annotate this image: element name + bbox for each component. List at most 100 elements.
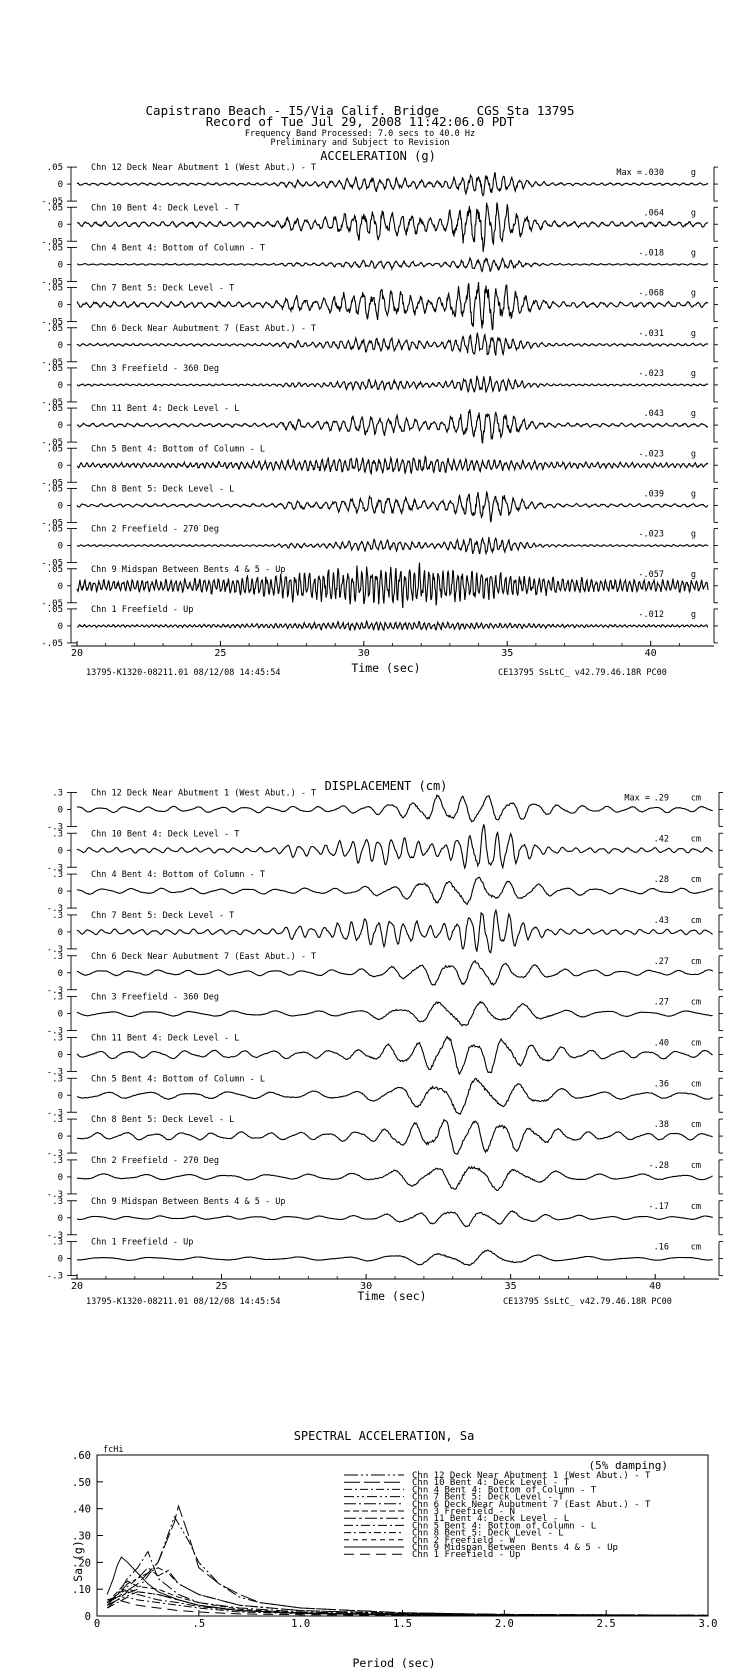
y-tick-label-bottom: -.3 bbox=[47, 986, 63, 996]
y-tick-label-top: .3 bbox=[52, 870, 63, 880]
peak-unit: cm bbox=[691, 1120, 701, 1130]
sa-x-tick-label: 2.5 bbox=[597, 1618, 616, 1630]
channel-trace bbox=[76, 256, 709, 273]
channel-label: Chn 4 Bent 4: Bottom of Column - T bbox=[91, 870, 265, 880]
y-tick-label-zero: 0 bbox=[58, 1255, 63, 1265]
sa-x-tick-label: 1.0 bbox=[291, 1618, 310, 1630]
channel-trace bbox=[76, 202, 709, 252]
channel-trace bbox=[76, 1249, 713, 1267]
peak-value: -.018 bbox=[638, 248, 664, 258]
y-tick-label-bottom: -.05 bbox=[41, 518, 63, 528]
y-tick-label-bottom: -.05 bbox=[41, 358, 63, 368]
channel-label: Chn 2 Freefield - 270 Deg bbox=[91, 1156, 219, 1166]
peak-unit: g bbox=[691, 208, 696, 218]
displacement-xlabel: Time (sec) bbox=[357, 1289, 426, 1303]
y-tick-label-top: .3 bbox=[52, 993, 63, 1003]
peak-unit: cm bbox=[691, 957, 701, 967]
channel-trace bbox=[77, 619, 709, 632]
legend-entry-label: Chn 5 Bent 4: Bottom of Column - L bbox=[412, 1521, 596, 1531]
y-tick-label-zero: 0 bbox=[58, 1173, 63, 1183]
peak-value: .064 bbox=[644, 208, 664, 218]
displacement-title: DISPLACEMENT (cm) bbox=[325, 779, 448, 793]
legend-entry-label: Chn 2 Freefield - W bbox=[412, 1536, 516, 1546]
y-tick-label-top: .05 bbox=[47, 525, 63, 535]
channel-label: Chn 12 Deck Near Abutment 1 (West Abut.)… bbox=[91, 788, 316, 798]
y-tick-label-bottom: -.05 bbox=[41, 438, 63, 448]
y-tick-label-bottom: -.05 bbox=[41, 559, 63, 569]
max-label: Max = bbox=[616, 168, 642, 178]
peak-value: .42 bbox=[654, 834, 669, 844]
trace-channel-8: .05 0 -.05 Chn 5 Bent 4: Bottom of Column -… bbox=[41, 444, 718, 488]
peak-value: .27 bbox=[654, 957, 669, 967]
y-tick-label-top: .05 bbox=[47, 284, 63, 294]
y-tick-label-top: .05 bbox=[47, 444, 63, 454]
time-tick-label: 25 bbox=[216, 1281, 228, 1292]
time-tick-label: 30 bbox=[360, 1281, 372, 1292]
y-tick-label-bottom: -.3 bbox=[47, 1149, 63, 1159]
legend-entry-label: Chn 7 Bent 5: Deck Level - T bbox=[412, 1493, 564, 1503]
y-tick-label-bottom: -.3 bbox=[47, 1027, 63, 1037]
displacement-panel: DISPLACEMENT (cm) .3 0 -.3 Chn 12 Deck Near… bbox=[47, 779, 723, 1292]
peak-value: -.023 bbox=[638, 530, 664, 540]
y-tick-label-bottom: -.3 bbox=[47, 1272, 63, 1282]
y-tick-label-zero: 0 bbox=[58, 928, 63, 938]
y-tick-label-zero: 0 bbox=[58, 461, 63, 471]
peak-value: .36 bbox=[654, 1079, 669, 1089]
sa-x-tick-label: 3.0 bbox=[699, 1618, 718, 1630]
peak-unit: cm bbox=[691, 834, 701, 844]
sa-y-tick-label: .40 bbox=[72, 1504, 91, 1516]
channel-label: Chn 3 Freefield - 360 Deg bbox=[91, 993, 219, 1003]
y-tick-label-top: .3 bbox=[52, 952, 63, 962]
channel-label: Chn 3 Freefield - 360 Deg bbox=[91, 364, 219, 374]
channel-trace bbox=[77, 536, 709, 556]
time-axis: 20 25 30 35 40 bbox=[71, 1274, 719, 1292]
acceleration-xlabel: Time (sec) bbox=[351, 661, 420, 675]
y-tick-label-top: .3 bbox=[52, 829, 63, 839]
channel-trace bbox=[76, 172, 709, 197]
peak-value: .40 bbox=[654, 1038, 669, 1048]
time-tick-label: 25 bbox=[214, 648, 226, 659]
y-tick-label-zero: 0 bbox=[58, 1091, 63, 1101]
peak-unit: g bbox=[691, 409, 696, 419]
channel-label: Chn 1 Freefield - Up bbox=[91, 605, 193, 615]
y-tick-label-top: .05 bbox=[47, 484, 63, 494]
y-tick-label-zero: 0 bbox=[58, 301, 63, 311]
channel-label: Chn 2 Freefield - 270 Deg bbox=[91, 525, 219, 535]
peak-unit: cm bbox=[691, 1161, 701, 1171]
trace-channel-7: .3 0 -.3 Chn 11 Bent 4: Deck Level - L .40 cm bbox=[47, 1033, 723, 1077]
trace-channel-2: .05 0 -.05 Chn 10 Bent 4: Deck Level - T .06… bbox=[41, 202, 718, 252]
trace-channel-2: .3 0 -.3 Chn 10 Bent 4: Deck Level - T .42 cm bbox=[47, 824, 723, 873]
trace-channel-3: .05 0 -.05 Chn 4 Bent 4: Bottom of Column -… bbox=[41, 243, 718, 287]
sa-y-tick-label: .50 bbox=[72, 1477, 91, 1489]
trace-channel-10: .3 0 -.3 Chn 2 Freefield - 270 Deg -.28 cm bbox=[47, 1156, 723, 1200]
peak-unit: g bbox=[691, 289, 696, 299]
station-title: Capistrano Beach - I5/Via Calif. Bridge … bbox=[146, 103, 575, 118]
trace-channel-6: .3 0 -.3 Chn 3 Freefield - 360 Deg .27 cm bbox=[47, 993, 723, 1037]
displacement-footer-right: CE13795 SsLtC_ v42.79.46.18R PC00 bbox=[503, 1297, 672, 1307]
time-tick-label: 35 bbox=[501, 648, 513, 659]
peak-unit: cm bbox=[691, 1243, 701, 1253]
trace-channel-10: .05 0 -.05 Chn 2 Freefield - 270 Deg -.023 g bbox=[41, 525, 718, 569]
sa-y-tick-label: .60 bbox=[72, 1450, 91, 1462]
trace-channel-9: .3 0 -.3 Chn 8 Bent 5: Deck Level - L .38 cm bbox=[47, 1115, 723, 1159]
spectral-annotation: fcHi bbox=[103, 1445, 123, 1455]
peak-value: .039 bbox=[644, 489, 664, 499]
displacement-footer: Time (sec) 13795-K1320-08211.01 08/12/08… bbox=[86, 1289, 672, 1307]
channel-label: Chn 7 Bent 5: Deck Level - T bbox=[91, 284, 234, 294]
channel-label: Chn 6 Deck Near Aubutment 7 (East Abut.)… bbox=[91, 324, 316, 334]
channel-trace bbox=[76, 332, 709, 356]
spectral-series-line bbox=[106, 1580, 709, 1617]
y-tick-label-bottom: -.05 bbox=[41, 599, 63, 609]
y-tick-label-zero: 0 bbox=[58, 846, 63, 856]
time-tick-label: 40 bbox=[649, 1281, 661, 1292]
y-tick-label-bottom: -.05 bbox=[41, 398, 63, 408]
sa-x-tick-label: 0 bbox=[94, 1618, 100, 1630]
legend-entry-label: Chn 3 Freefield - N bbox=[412, 1507, 515, 1517]
trace-channel-3: .3 0 -.3 Chn 4 Bent 4: Bottom of Column - T… bbox=[47, 870, 723, 914]
y-tick-label-zero: 0 bbox=[58, 421, 63, 431]
channel-label: Chn 5 Bent 4: Bottom of Column - L bbox=[91, 444, 265, 454]
spectral-ylabel: Sa (g) bbox=[71, 1540, 85, 1582]
y-tick-label-top: .3 bbox=[52, 1115, 63, 1125]
channel-label: Chn 5 Bent 4: Bottom of Column - L bbox=[91, 1074, 265, 1084]
time-tick-label: 30 bbox=[358, 648, 370, 659]
